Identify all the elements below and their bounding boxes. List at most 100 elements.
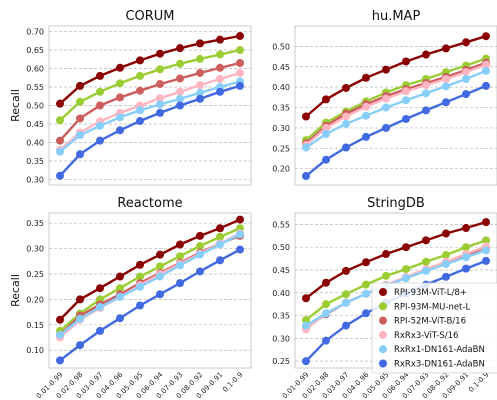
- data-point: [136, 301, 144, 310]
- data-point: [156, 108, 164, 117]
- data-point: [116, 314, 124, 323]
- data-point: [156, 290, 164, 299]
- data-point: [156, 80, 164, 89]
- data-point: [422, 89, 430, 98]
- data-point: [136, 106, 144, 115]
- data-point: [442, 250, 450, 259]
- data-point: [96, 303, 104, 312]
- data-point: [422, 81, 430, 90]
- data-point: [236, 58, 244, 67]
- series-rpi-93m-mu-net-l: [56, 46, 244, 125]
- data-point: [302, 316, 310, 325]
- data-point: [76, 150, 84, 159]
- y-tick-label: 0.60: [26, 65, 44, 74]
- data-point: [422, 106, 430, 115]
- series-rxrx3-dn161-adabn: [302, 81, 490, 181]
- data-point: [462, 264, 470, 273]
- series-line: [59, 80, 241, 153]
- data-point: [342, 298, 350, 307]
- y-tick-label: 0.30: [272, 334, 290, 343]
- y-tick-label: 0.65: [26, 46, 44, 55]
- data-point: [422, 50, 430, 59]
- data-point: [402, 114, 410, 123]
- panel-title: StringDB: [367, 196, 425, 211]
- data-point: [342, 112, 350, 121]
- data-point: [482, 66, 490, 75]
- data-point: [482, 32, 490, 41]
- data-point: [216, 256, 224, 265]
- legend-label: RPI-93M-ViT-L/8+: [394, 288, 467, 298]
- data-point: [116, 292, 124, 301]
- data-point: [216, 74, 224, 83]
- y-tick-label: 0.30: [26, 175, 44, 184]
- data-point: [176, 101, 184, 110]
- y-tick-label: 0.70: [26, 28, 44, 37]
- data-point: [156, 65, 164, 74]
- data-point: [482, 256, 490, 265]
- data-point: [382, 123, 390, 132]
- data-point: [236, 31, 244, 40]
- data-point: [462, 253, 470, 262]
- data-point: [116, 63, 124, 72]
- y-tick-label: 0.35: [272, 104, 290, 113]
- data-point: [116, 284, 124, 293]
- data-point: [342, 290, 350, 299]
- data-point: [196, 88, 204, 97]
- y-tick-label: 0.35: [26, 157, 44, 166]
- series-line: [305, 249, 487, 327]
- data-point: [302, 143, 310, 152]
- legend-marker: [379, 316, 387, 325]
- y-tick-label: 0.30: [272, 124, 290, 133]
- y-tick-label: 0.25: [272, 144, 290, 153]
- y-tick-label: 0.15: [26, 321, 44, 330]
- series-line: [305, 61, 487, 145]
- y-tick-label: 0.55: [272, 220, 290, 229]
- data-point: [302, 357, 310, 366]
- data-point: [196, 231, 204, 240]
- data-point: [462, 75, 470, 83]
- data-point: [322, 300, 330, 309]
- data-point: [116, 93, 124, 102]
- data-point: [362, 309, 370, 318]
- data-point: [196, 39, 204, 48]
- data-point: [216, 63, 224, 72]
- data-point: [196, 267, 204, 276]
- panel-hu-map: 0.20 0.25 0.30 0.35 0.40 0.45 0.50 hu.MAP: [272, 9, 497, 186]
- data-point: [302, 294, 310, 303]
- legend-marker: [379, 359, 387, 368]
- y-tick-label: 0.40: [26, 138, 44, 147]
- data-point: [382, 94, 390, 103]
- series-rpi-93m-vit-l-8-: [302, 218, 490, 303]
- data-point: [56, 330, 64, 339]
- y-tick-label: 0.10: [26, 346, 44, 355]
- y-tick-label: 0.40: [272, 83, 290, 92]
- y-tick-label: 0.20: [26, 295, 44, 304]
- series-line: [305, 63, 487, 146]
- data-point: [402, 57, 410, 66]
- data-point: [362, 258, 370, 267]
- panel-reactome: 0.10 0.15 0.20 0.25 0.30 0.35 Reactome Recall 0.…: [9, 196, 252, 400]
- data-point: [442, 75, 450, 83]
- data-point: [362, 102, 370, 111]
- x-tick-label: 0.1-0.9: [221, 371, 244, 394]
- data-point: [176, 261, 184, 270]
- series-rxrx1-dn161-adabn: [56, 230, 244, 339]
- data-point: [76, 314, 84, 323]
- data-point: [322, 278, 330, 287]
- data-point: [96, 71, 104, 80]
- y-tick-label: 0.45: [272, 63, 290, 72]
- series-line: [59, 218, 241, 321]
- y-tick-label: 0.45: [26, 120, 44, 129]
- data-point: [156, 272, 164, 281]
- data-point: [76, 81, 84, 90]
- data-point: [116, 79, 124, 88]
- data-point: [482, 218, 490, 227]
- data-point: [196, 68, 204, 77]
- data-point: [136, 282, 144, 291]
- data-point: [216, 35, 224, 44]
- data-point: [382, 250, 390, 259]
- series-line: [59, 248, 241, 362]
- data-point: [442, 229, 450, 238]
- y-tick-label: 0.50: [272, 243, 290, 252]
- series-line: [59, 48, 241, 122]
